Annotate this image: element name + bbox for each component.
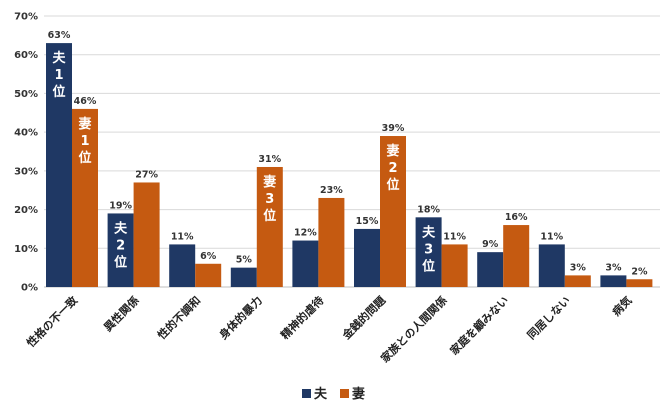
data-label: 31% — [258, 154, 281, 165]
y-tick-label: 30% — [14, 166, 38, 177]
data-label: 5% — [236, 255, 253, 266]
bar — [564, 275, 591, 287]
bar — [380, 136, 406, 287]
data-label: 23% — [320, 185, 343, 196]
data-label: 39% — [382, 123, 405, 134]
x-tick-label: 精神的虐待 — [278, 293, 327, 342]
bar — [538, 244, 565, 287]
x-tick-label: 家庭を顧みない — [447, 293, 511, 357]
legend-label: 夫 — [314, 386, 328, 402]
x-tick-label: 身体的暴力 — [216, 293, 265, 342]
data-label: 18% — [417, 204, 440, 215]
y-tick-label: 70% — [14, 12, 38, 23]
x-tick-label: 家族との人間関係 — [378, 293, 450, 365]
bar — [195, 263, 222, 287]
bar — [626, 279, 653, 287]
bar — [354, 228, 380, 287]
bar — [169, 244, 196, 287]
rank-annotation: 1 — [54, 68, 63, 83]
data-labels: 63%46%19%27%11%6% 5%31%12%23%15%39%18%11%… — [48, 30, 648, 277]
legend-swatch — [340, 389, 349, 398]
rank-annotation: 3 — [424, 242, 433, 257]
rank-annotation: 位 — [263, 208, 276, 224]
data-label: 3% — [570, 262, 587, 273]
rank-annotation: 妻 — [78, 116, 91, 132]
bar — [441, 244, 468, 287]
x-tick-label: 同居しない — [525, 294, 573, 342]
x-tick-label: 性格の不一致 — [24, 293, 81, 350]
bar — [256, 166, 283, 287]
data-label: 3% — [605, 262, 622, 273]
rank-annotation: 位 — [422, 258, 435, 274]
rank-annotation: 妻 — [386, 143, 399, 159]
data-label: 16% — [505, 212, 528, 223]
y-tick-label: 40% — [14, 128, 38, 139]
data-label: 12% — [294, 228, 317, 239]
rank-annotation: 3 — [265, 192, 274, 207]
y-tick-label: 20% — [14, 205, 38, 216]
x-tick-label: 金銭的問題 — [339, 293, 389, 343]
data-label: 15% — [356, 216, 379, 227]
y-tick-label: 50% — [14, 89, 38, 100]
legend-label: 妻 — [352, 386, 365, 402]
rank-annotation: 妻 — [263, 174, 276, 190]
bar — [133, 182, 160, 287]
data-label: 19% — [109, 200, 132, 211]
rank-annotation: 夫 — [52, 50, 66, 66]
bar — [107, 213, 134, 287]
rank-annotation: 夫 — [114, 220, 128, 236]
data-label: 9% — [482, 239, 499, 250]
bars — [46, 43, 653, 288]
data-label: 2% — [631, 266, 648, 277]
rank-annotation: 位 — [386, 177, 399, 193]
bar — [72, 108, 98, 288]
bar — [230, 267, 257, 287]
rank-annotation: 1 — [80, 134, 89, 149]
legend-swatch — [302, 389, 311, 398]
x-tick-label: 病気 — [609, 293, 634, 318]
data-label: 46% — [74, 96, 97, 107]
y-axis: 0% 10% 20% 30% 40% 50% 60% 70% — [14, 12, 38, 294]
bar — [477, 252, 504, 287]
bar — [292, 240, 319, 287]
data-label: 11% — [443, 231, 466, 242]
rank-annotation: 2 — [116, 238, 125, 253]
x-axis: 性格の不一致 異性関係 性的不調和 身体的暴力 精神的虐待 金銭的問題家族との人間関係家庭… — [24, 293, 635, 366]
data-label: 27% — [135, 169, 158, 180]
rank-annotation: 2 — [388, 161, 397, 176]
y-tick-label: 10% — [14, 244, 38, 255]
y-tick-label: 0% — [21, 283, 38, 294]
x-tick-label: 性的不調和 — [155, 293, 204, 342]
bar — [415, 217, 442, 287]
data-label: 11% — [540, 231, 563, 242]
bar — [318, 197, 345, 287]
rank-annotation: 位 — [78, 150, 91, 166]
data-label: 63% — [48, 30, 71, 41]
data-label: 11% — [171, 231, 194, 242]
legend: 夫妻 — [302, 386, 365, 402]
x-tick-label: 異性関係 — [101, 293, 142, 334]
y-tick-label: 60% — [14, 50, 38, 61]
rank-annotation: 夫 — [422, 224, 436, 240]
rank-annotation: 位 — [52, 84, 65, 100]
bar — [503, 225, 530, 287]
rank-annotation: 位 — [114, 254, 127, 270]
bar — [46, 43, 72, 287]
bar — [600, 275, 627, 287]
data-label: 6% — [200, 251, 217, 262]
